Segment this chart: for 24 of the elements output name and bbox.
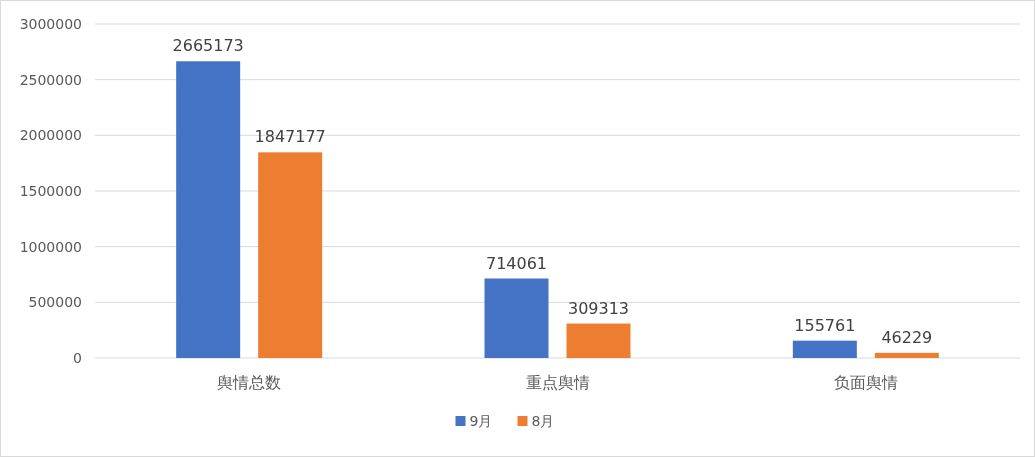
bar <box>792 340 857 358</box>
x-tick-label: 重点舆情 <box>525 373 590 392</box>
data-label: 714061 <box>485 253 548 273</box>
y-tick-label: 0 <box>73 350 82 366</box>
y-tick-label: 500000 <box>28 294 82 311</box>
y-tick-label: 2000000 <box>19 127 82 144</box>
y-tick-label: 2500000 <box>19 71 82 88</box>
x-tick-label: 舆情总数 <box>217 373 282 392</box>
legend-label: 8月 <box>531 413 555 429</box>
data-label: 155761 <box>794 315 856 335</box>
bar <box>874 352 939 358</box>
bar <box>566 323 631 358</box>
legend-label: 9月 <box>469 413 493 429</box>
data-label: 46229 <box>881 327 933 347</box>
y-tick-label: 1500000 <box>19 183 82 199</box>
x-tick-label: 负面舆情 <box>833 373 898 392</box>
data-label: 2665173 <box>172 36 244 56</box>
data-label: 1847177 <box>254 127 326 147</box>
y-tick-label: 1000000 <box>19 238 82 255</box>
bar <box>176 61 241 358</box>
data-label: 309313 <box>567 298 630 318</box>
bar <box>484 278 549 358</box>
y-tick-label: 3000000 <box>19 16 82 32</box>
bar <box>258 152 323 358</box>
